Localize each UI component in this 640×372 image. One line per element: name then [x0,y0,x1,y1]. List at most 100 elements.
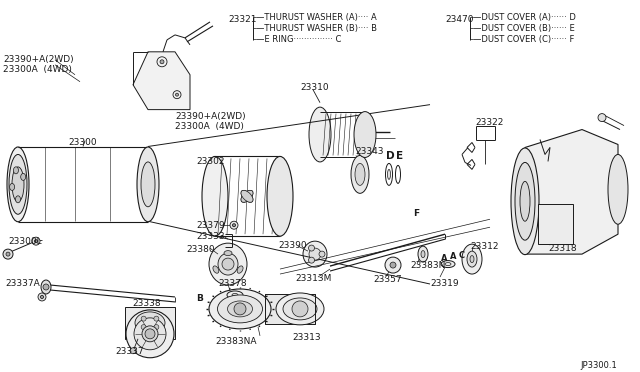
Bar [125,307,175,339]
Text: 23378: 23378 [218,279,246,288]
Ellipse shape [134,318,166,350]
Ellipse shape [13,167,19,174]
Ellipse shape [135,312,165,334]
Circle shape [35,240,38,243]
Circle shape [175,93,179,96]
Bar [265,294,315,324]
Text: 23321: 23321 [228,15,257,24]
Ellipse shape [462,244,482,274]
Ellipse shape [9,154,27,214]
Text: 23300A  (4WD): 23300A (4WD) [3,65,72,74]
Ellipse shape [218,295,262,323]
Text: 23337A: 23337A [5,279,40,288]
Ellipse shape [241,190,253,202]
Circle shape [145,329,155,339]
Ellipse shape [126,310,174,358]
Ellipse shape [7,147,29,222]
Text: 23313: 23313 [292,333,321,342]
Ellipse shape [232,294,238,296]
Text: —E RING··············· C: —E RING··············· C [256,35,341,44]
Circle shape [598,113,606,122]
Ellipse shape [209,243,247,285]
Circle shape [38,293,46,301]
Ellipse shape [227,301,253,317]
Circle shape [40,295,44,298]
Circle shape [130,348,136,354]
Ellipse shape [467,251,477,267]
Ellipse shape [10,183,15,190]
Text: —DUST COVER (C)······ F: —DUST COVER (C)······ F [473,35,574,44]
Ellipse shape [241,190,253,202]
Ellipse shape [241,190,253,202]
Ellipse shape [20,173,26,180]
Text: 23318: 23318 [548,244,577,253]
Polygon shape [133,52,190,110]
Text: 23390: 23390 [278,241,307,250]
Text: —DUST COVER (B)······ E: —DUST COVER (B)······ E [473,24,575,33]
Text: 23313M: 23313M [295,274,332,283]
Ellipse shape [137,147,159,222]
Text: 23338: 23338 [132,299,161,308]
Ellipse shape [355,163,365,185]
Text: F: F [413,209,419,218]
Ellipse shape [418,246,428,262]
Ellipse shape [15,196,20,203]
Text: 23300A  (4WD): 23300A (4WD) [175,122,244,131]
Ellipse shape [515,163,535,240]
Ellipse shape [41,280,51,294]
Text: D: D [386,151,395,161]
Ellipse shape [309,248,321,260]
Circle shape [292,301,308,317]
Ellipse shape [520,182,530,221]
Text: 23390+A(2WD): 23390+A(2WD) [175,112,246,121]
Polygon shape [525,129,618,254]
Text: 23300: 23300 [68,138,97,147]
Ellipse shape [224,251,232,256]
Ellipse shape [276,293,324,325]
Text: 23322: 23322 [475,118,504,126]
Ellipse shape [209,289,271,329]
Circle shape [32,237,40,245]
Circle shape [222,258,234,270]
Circle shape [3,249,13,259]
Ellipse shape [608,154,628,224]
Ellipse shape [218,253,238,275]
Text: 23302: 23302 [196,157,225,166]
Text: 23319: 23319 [430,279,459,288]
Circle shape [319,251,325,257]
Text: 23337: 23337 [116,347,144,356]
Text: —DUST COVER (A)······ D: —DUST COVER (A)······ D [473,13,576,22]
Circle shape [308,257,314,263]
Circle shape [154,316,159,321]
Ellipse shape [511,148,539,254]
Text: E: E [396,151,403,161]
Ellipse shape [202,157,228,236]
Ellipse shape [237,266,243,273]
Ellipse shape [421,251,425,257]
Ellipse shape [387,169,390,179]
Ellipse shape [142,326,158,342]
Text: 23312: 23312 [470,242,499,251]
Text: B: B [196,294,203,303]
Ellipse shape [12,167,24,202]
Text: A: A [441,254,447,263]
Ellipse shape [441,261,455,267]
Ellipse shape [303,241,327,267]
Ellipse shape [267,157,293,236]
Ellipse shape [309,107,331,162]
Text: JP3300.1: JP3300.1 [580,361,617,370]
Circle shape [390,262,396,268]
Text: —THURUST WASHER (B)···· B: —THURUST WASHER (B)···· B [256,24,377,33]
Text: 23357: 23357 [373,275,402,284]
Circle shape [141,325,146,330]
Text: 23383NA: 23383NA [215,337,257,346]
Text: 23380: 23380 [186,245,214,254]
Ellipse shape [354,112,376,157]
Ellipse shape [470,256,474,263]
Text: 23383N: 23383N [410,261,445,270]
Circle shape [160,60,164,64]
Text: 23300L: 23300L [8,237,42,246]
Ellipse shape [351,155,369,193]
Text: 23379: 23379 [196,221,225,230]
Ellipse shape [241,190,253,202]
